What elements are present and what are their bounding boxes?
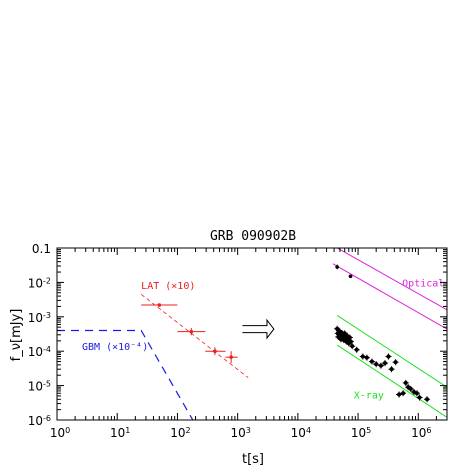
point-marker	[335, 265, 339, 269]
point-marker	[414, 391, 419, 396]
point-marker	[342, 331, 347, 336]
data-point	[225, 351, 238, 364]
point-marker	[354, 347, 359, 352]
chart-title: GRB 090902B	[210, 229, 296, 244]
series-label: Optical	[402, 279, 444, 290]
x-tick-label: 103	[230, 426, 250, 441]
data-point	[335, 264, 339, 270]
plot-frame	[56, 247, 448, 421]
data-point	[205, 347, 226, 356]
data-point	[396, 391, 403, 398]
y-tick-label: 10-4	[28, 345, 51, 360]
point-marker	[386, 354, 391, 359]
point-marker	[374, 362, 379, 367]
optical-upper-line	[336, 248, 447, 311]
data-point	[402, 379, 409, 386]
point-marker	[417, 395, 422, 400]
data-point	[373, 361, 380, 368]
point-marker	[229, 355, 233, 359]
x-tick-label: 101	[110, 426, 130, 441]
point-marker	[350, 344, 355, 349]
data-point	[413, 390, 420, 397]
x-tick-label: 106	[411, 426, 431, 441]
point-marker	[401, 391, 406, 396]
y-tick-label: 10-3	[28, 310, 51, 325]
data-point	[400, 390, 407, 397]
x-tick-label: 102	[170, 426, 190, 441]
data-point	[359, 353, 366, 360]
y-axis: 10-6 10-5 10-4 10-3 10-2 0.1	[28, 242, 447, 428]
x-axis: 100 101 102 103 104 105 106	[50, 248, 448, 441]
point-marker	[408, 386, 413, 391]
xray-lower-line	[336, 344, 447, 418]
point-marker	[403, 380, 408, 385]
point-marker	[389, 367, 394, 372]
x-tick-label: 105	[351, 426, 371, 441]
series-label: LAT (×10)	[141, 281, 195, 292]
data-point	[349, 343, 356, 350]
data-point	[392, 359, 399, 366]
point-marker	[348, 339, 353, 344]
series-0	[141, 303, 238, 364]
series-2	[335, 264, 353, 279]
data-point	[177, 328, 206, 336]
data-point	[353, 346, 360, 353]
y-tick-label: 0.1	[32, 242, 51, 256]
x-tick-label: 104	[291, 426, 311, 441]
point-marker	[213, 349, 217, 354]
data-point	[346, 334, 353, 341]
data-point	[416, 394, 423, 401]
data-point	[407, 385, 414, 392]
data-point	[385, 353, 392, 360]
data-point	[363, 354, 370, 361]
data-point	[141, 303, 178, 307]
point-marker	[348, 274, 353, 279]
point-marker	[157, 303, 162, 307]
data-point	[424, 396, 431, 403]
series-label: GBM (×10⁻⁴)	[82, 342, 148, 353]
point-marker	[360, 354, 365, 359]
point-marker	[397, 392, 402, 397]
optical-lower-line	[332, 263, 447, 330]
series-3	[334, 325, 431, 403]
data-point	[368, 358, 375, 365]
y-tick-label: 10-6	[28, 414, 51, 429]
point-marker	[364, 355, 369, 360]
xray-upper-line	[336, 314, 447, 388]
data-point	[381, 360, 388, 367]
point-marker	[393, 360, 398, 365]
lat-trend-line	[140, 293, 249, 379]
x-axis-title: t[s]	[242, 452, 264, 467]
data-point	[377, 362, 384, 369]
data-point	[388, 366, 395, 373]
point-marker	[382, 361, 387, 366]
gbm-model-line	[57, 329, 194, 420]
y-axis-title: f_ν[mJy]	[9, 309, 24, 362]
y-tick-label: 10-2	[28, 276, 51, 291]
arrow-mark	[242, 318, 275, 340]
point-marker	[347, 335, 352, 340]
series-label: X-ray	[354, 391, 384, 402]
point-marker	[425, 397, 430, 402]
x-tick-label: 100	[50, 426, 70, 441]
point-marker	[189, 329, 194, 334]
point-marker	[378, 363, 383, 368]
data-point	[347, 338, 354, 345]
y-tick-label: 10-5	[28, 379, 51, 394]
plot-content: LAT (×10) GBM (×10⁻⁴) Optical X-ray	[57, 248, 447, 420]
point-marker	[369, 359, 374, 364]
data-point	[348, 274, 353, 279]
